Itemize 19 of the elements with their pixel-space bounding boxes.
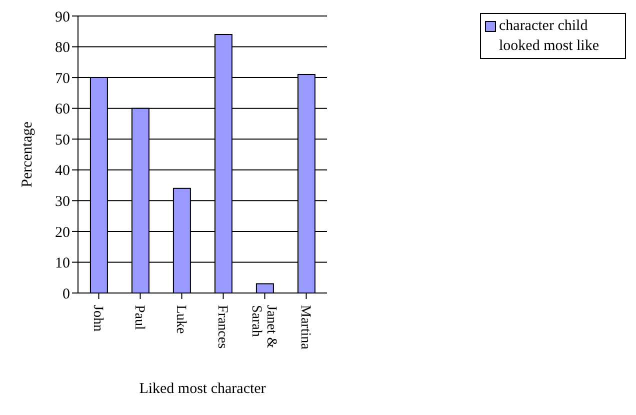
y-tick-label: 90 — [55, 9, 70, 26]
y-tick-label: 70 — [55, 70, 70, 87]
y-tick-label: 80 — [55, 40, 70, 56]
y-tick-label: 40 — [55, 163, 70, 180]
y-tick-label: 10 — [55, 256, 70, 272]
x-tick-label: Martina — [297, 305, 312, 350]
x-tick-label: Frances — [214, 305, 230, 349]
x-axis-title: Liked most character — [139, 381, 266, 397]
y-tick-label: 60 — [55, 102, 70, 118]
x-tick-label: John — [90, 305, 105, 332]
x-tick-label: Paul — [131, 305, 146, 330]
x-tick-label: Luke — [172, 305, 188, 334]
y-tick-label: 0 — [62, 286, 70, 302]
legend-label: character child looked most like — [499, 17, 600, 56]
y-axis-title: Percentage — [19, 121, 36, 188]
y-tick-label: 20 — [55, 224, 70, 241]
x-tick-label: Janet & Sarah — [248, 305, 278, 348]
y-tick-label: 50 — [55, 132, 70, 148]
y-tick-label: 30 — [55, 194, 70, 210]
